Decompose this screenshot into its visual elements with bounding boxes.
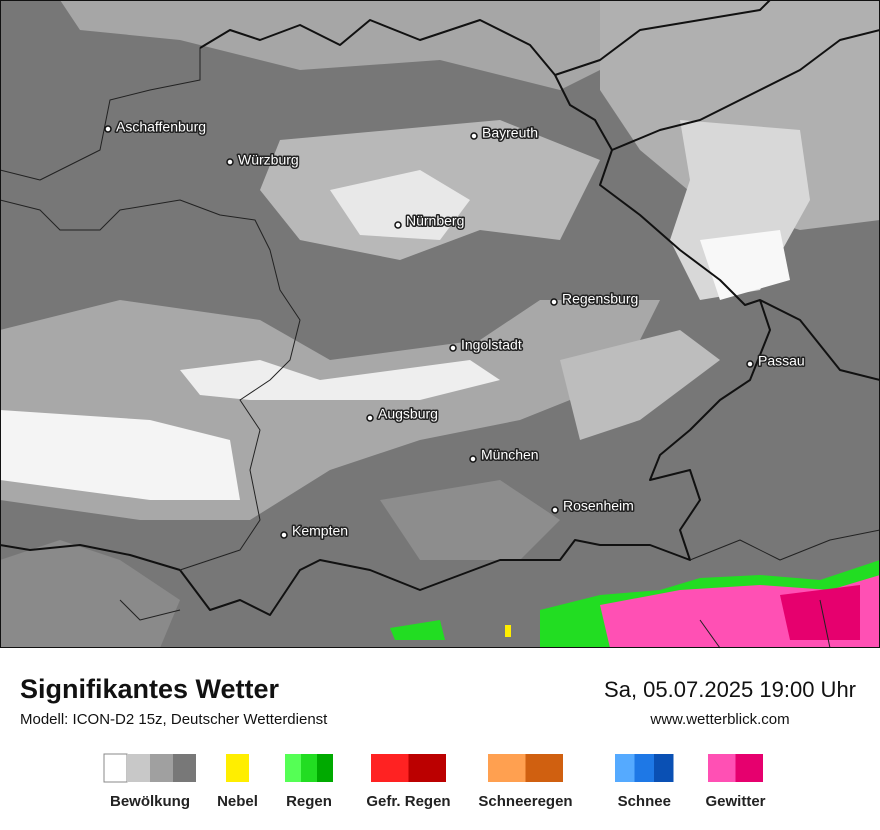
- legend-swatch: [173, 754, 196, 782]
- legend-swatch: [634, 754, 654, 782]
- legend-swatch: [488, 754, 526, 782]
- precipitation: [390, 560, 880, 648]
- legend-label: Schneeregen: [478, 793, 572, 810]
- legend-label: Bewölkung: [110, 793, 190, 810]
- city-dot: [551, 506, 559, 514]
- legend-swatch: [103, 753, 128, 783]
- city-label: Regensburg: [562, 291, 638, 307]
- city-label: Ingolstadt: [461, 337, 522, 353]
- legend-swatch: [317, 754, 333, 782]
- legend-swatch: [615, 754, 635, 782]
- city-label: Würzburg: [238, 152, 299, 168]
- legend-swatch: [708, 754, 736, 782]
- datetime: Sa, 05.07.2025 19:00 Uhr: [604, 677, 856, 702]
- legend-swatch: [408, 754, 446, 782]
- legend-swatch: [285, 754, 301, 782]
- cities: Aschaffenburg Würzburg Bayreuth Nürnberg…: [104, 117, 806, 540]
- city-label: Aschaffenburg: [116, 119, 206, 135]
- city-dot: [226, 158, 234, 166]
- city-dot: [469, 455, 477, 463]
- legend-swatch: [371, 754, 409, 782]
- city-label: Bayreuth: [482, 125, 538, 141]
- legend-label: Gewitter: [705, 793, 765, 810]
- website: www.wetterblick.com: [649, 711, 789, 728]
- cloud-fields: [0, 0, 880, 648]
- city-label: Rosenheim: [563, 498, 634, 514]
- city-label: München: [481, 447, 539, 463]
- legend-swatch: [525, 754, 563, 782]
- borders: [0, 0, 880, 649]
- legend-swatch: [226, 754, 249, 782]
- title: Signifikantes Wetter: [20, 674, 280, 704]
- legend-swatch: [301, 754, 317, 782]
- legend-swatch: [654, 754, 674, 782]
- legend-label: Gefr. Regen: [366, 793, 450, 810]
- city-dot: [449, 344, 457, 352]
- legend-label: Regen: [286, 793, 332, 810]
- city-label: Kempten: [292, 523, 348, 539]
- city-dot: [280, 531, 288, 539]
- subtitle: Modell: ICON-D2 15z, Deutscher Wetterdie…: [20, 711, 328, 728]
- city-dot: [366, 414, 374, 422]
- city-label: Passau: [758, 353, 805, 369]
- footer: Signifikantes Wetter Modell: ICON-D2 15z…: [20, 674, 856, 810]
- legend-label: Nebel: [217, 793, 258, 810]
- legend-swatch: [150, 754, 173, 782]
- city-dot: [104, 125, 112, 133]
- city-label: Nürnberg: [406, 213, 464, 229]
- city-dot: [470, 132, 478, 140]
- legend-label: Schnee: [618, 793, 671, 810]
- city-dot: [394, 221, 402, 229]
- legend-swatch: [127, 754, 150, 782]
- city-dot: [746, 360, 754, 368]
- map: Aschaffenburg Würzburg Bayreuth Nürnberg…: [0, 0, 880, 649]
- city-label: Augsburg: [378, 406, 438, 422]
- legend-swatch: [735, 754, 763, 782]
- legend: Bewölkung Nebel Regen Gefr. Regen Schneerege…: [103, 753, 766, 810]
- city-dot: [550, 298, 558, 306]
